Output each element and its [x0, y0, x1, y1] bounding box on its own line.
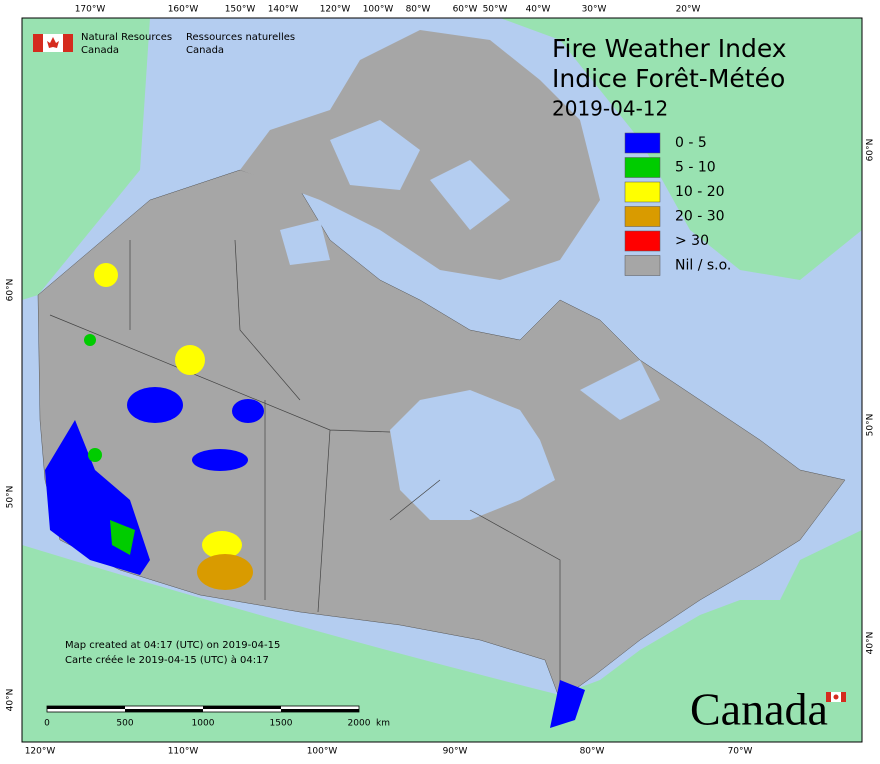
- legend-swatch: [624, 230, 661, 252]
- legend-swatch: [624, 255, 661, 276]
- legend-swatch: [624, 132, 661, 154]
- left-latitudes: 60°N 50°N 40°N: [6, 279, 16, 712]
- lon-label: 170°W: [75, 5, 106, 15]
- org-en: Canada: [81, 45, 119, 56]
- lon-label: 100°W: [307, 747, 338, 757]
- footer: Carte créée le 2019-04-15 (UTC) à 04:17: [65, 654, 269, 666]
- lat-label: 60°N: [866, 139, 876, 162]
- date: 2019-04-12: [552, 97, 668, 121]
- scale-segment: [125, 709, 203, 712]
- flag-bar: [826, 692, 831, 702]
- fwi-area: [94, 263, 118, 287]
- scale-segment: [203, 706, 281, 709]
- scale-bar: 0 500 1000 1500 2000 km: [44, 705, 390, 729]
- frame: [21, 17, 863, 743]
- org-fr: Ressources naturelles: [186, 32, 295, 43]
- arctic-channels: [280, 120, 510, 265]
- lat-label: 60°N: [6, 279, 16, 302]
- greenland: [500, 18, 862, 280]
- org-fr: Canada: [186, 45, 224, 56]
- fwi-areas: [45, 263, 585, 728]
- flag-bar: [63, 34, 73, 52]
- lon-label: 140°W: [268, 5, 299, 15]
- scale-label: 500: [116, 719, 133, 729]
- lat-label: 50°N: [6, 486, 16, 509]
- legend-label: 10 - 20: [675, 184, 725, 200]
- ungava-bay: [580, 360, 660, 420]
- lon-label: 70°W: [728, 747, 753, 757]
- legend-swatch: [624, 157, 661, 178]
- legend-label: 5 - 10: [675, 160, 716, 176]
- legend-swatch: [624, 181, 661, 203]
- scale-label: 1500: [270, 719, 293, 729]
- footer: Map created at 04:17 (UTC) on 2019-04-15: [65, 640, 280, 651]
- scale-segment: [47, 706, 125, 709]
- nrcan-signature: Natural Resources Canada Ressources natu…: [33, 32, 295, 56]
- fwi-area: [127, 387, 183, 423]
- lat-label: 40°N: [6, 689, 16, 712]
- wordmark-text: Canada: [690, 684, 828, 735]
- usa: [22, 530, 862, 742]
- arctic-islands: [240, 30, 600, 280]
- legend-label: Nil / s.o.: [675, 258, 731, 274]
- top-longitudes: 170°W 160°W 150°W 140°W 120°W 100°W 80°W…: [75, 5, 701, 15]
- fwi-area: [197, 554, 253, 590]
- fwi-area: [110, 520, 135, 555]
- lon-label: 80°W: [580, 747, 605, 757]
- hudson-bay: [390, 390, 555, 520]
- scale-label: 2000: [348, 719, 371, 729]
- legend-swatch: [624, 206, 661, 227]
- lon-label: 150°W: [225, 5, 256, 15]
- lon-label: 20°W: [676, 5, 701, 15]
- wordmark: Canada: [690, 684, 846, 735]
- maple-leaf: [47, 37, 59, 48]
- fwi-area: [550, 680, 585, 728]
- lon-label: 50°W: [483, 5, 508, 15]
- title: Indice Forêt-Météo: [552, 64, 785, 93]
- lon-label: 160°W: [168, 5, 199, 15]
- scale-segment: [281, 709, 359, 712]
- org-en: Natural Resources: [81, 32, 172, 43]
- title: Fire Weather Index: [552, 34, 787, 63]
- scale-label: 1000: [192, 719, 215, 729]
- fwi-area: [202, 531, 242, 559]
- legend-label: 0 - 5: [675, 135, 707, 151]
- maple-leaf: [833, 694, 839, 700]
- fwi-area: [175, 345, 205, 375]
- flag-bar: [33, 34, 43, 52]
- lon-label: 120°W: [25, 747, 56, 757]
- alaska: [22, 18, 150, 300]
- scale-unit: km: [376, 719, 390, 729]
- lon-label: 120°W: [320, 5, 351, 15]
- scale-label: 0: [44, 719, 50, 729]
- lon-label: 30°W: [582, 5, 607, 15]
- right-latitudes: 60°N 50°N 40°N: [866, 139, 876, 655]
- lon-label: 110°W: [168, 747, 199, 757]
- lon-label: 60°W: [453, 5, 478, 15]
- borders: [49, 239, 561, 700]
- legend: 0 - 5 5 - 10 10 - 20 20 - 30 > 30 Nil / s.o.: [624, 132, 731, 276]
- lon-label: 80°W: [406, 5, 431, 15]
- legend-label: 20 - 30: [675, 209, 725, 225]
- lat-label: 50°N: [866, 414, 876, 437]
- lon-label: 40°W: [526, 5, 551, 15]
- fwi-area: [84, 334, 96, 346]
- legend-label: > 30: [675, 233, 709, 249]
- fwi-area: [192, 449, 248, 471]
- flag-bar: [841, 692, 846, 702]
- fwi-area: [88, 448, 102, 462]
- lon-label: 90°W: [443, 747, 468, 757]
- fwi-area: [232, 399, 264, 423]
- lat-label: 40°N: [866, 632, 876, 655]
- bottom-longitudes: 120°W 110°W 100°W 90°W 80°W 70°W: [25, 747, 753, 757]
- lon-label: 100°W: [363, 5, 394, 15]
